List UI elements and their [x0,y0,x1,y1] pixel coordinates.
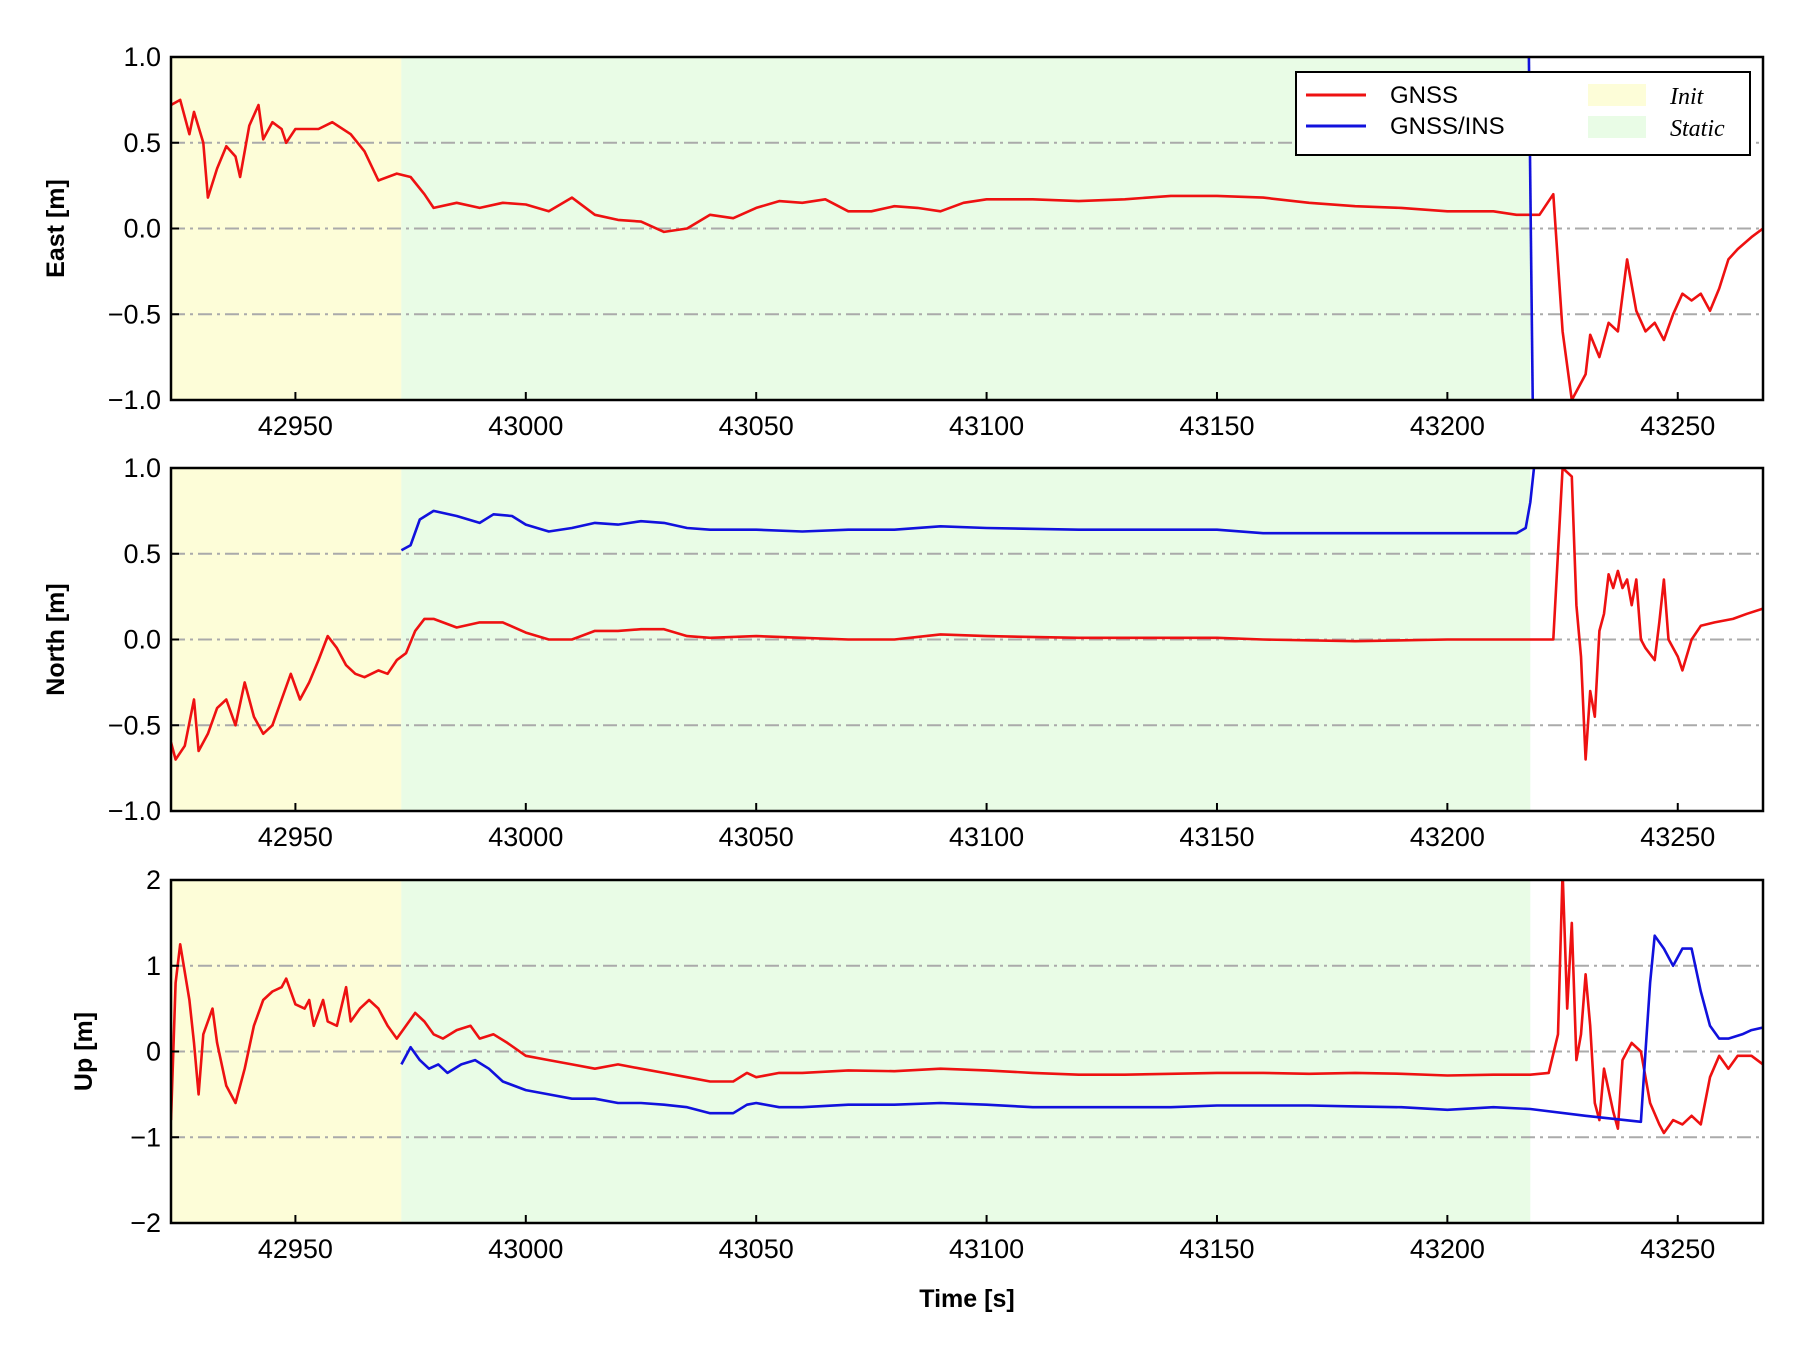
y-tick-label: −1 [130,1122,161,1152]
x-tick-label: 43150 [1179,1234,1254,1264]
y-tick-label: −1.0 [108,796,161,826]
y-tick-label: 0.0 [123,625,161,655]
y-tick-label: 1.0 [123,42,161,72]
x-tick-label: 43250 [1640,411,1715,441]
y-tick-label: 0.5 [123,539,161,569]
x-axis-label: Time [s] [919,1285,1014,1313]
legend-gnss-ins-label: GNSS/INS [1390,113,1505,140]
legend: GNSS GNSS/INS Init Static [1295,71,1751,156]
x-tick-label: 42950 [258,1234,333,1264]
y-tick-label: 2 [146,865,161,895]
x-tick-label: 43050 [719,411,794,441]
legend-init-label: Init [1669,84,1705,110]
x-tick-label: 43100 [949,822,1024,852]
x-tick-label: 43050 [719,822,794,852]
x-tick-label: 43000 [488,411,563,441]
y-tick-label: −2 [130,1208,161,1238]
x-tick-label: 43100 [949,411,1024,441]
x-tick-label: 43250 [1640,822,1715,852]
x-tick-label: 43000 [488,1234,563,1264]
x-tick-label: 43200 [1410,822,1485,852]
x-tick-label: 43150 [1179,411,1254,441]
legend-init-swatch [1588,84,1646,106]
y-tick-label: −0.5 [108,710,161,740]
legend-static-swatch [1588,116,1646,138]
x-tick-label: 43050 [719,1234,794,1264]
y-tick-label: 0 [146,1037,161,1067]
x-tick-label: 43250 [1640,1234,1715,1264]
x-tick-label: 43200 [1410,411,1485,441]
y-tick-label: 0.5 [123,128,161,158]
x-tick-label: 43100 [949,1234,1024,1264]
series-line-gnss [171,468,1763,761]
y-tick-label: −1.0 [108,385,161,415]
y-axis-label: East [m] [42,179,70,278]
x-tick-label: 43150 [1179,822,1254,852]
x-tick-label: 43000 [488,822,563,852]
x-tick-label: 42950 [258,822,333,852]
series-line-gnss-ins [400,468,1536,552]
series-line-gnss [171,98,1763,400]
legend-box [1295,71,1751,156]
series-line-gnss [171,880,1763,1135]
panel-up: −2 −1 0 1 2 42950 43000 43050 43100 43150 43200 432… [70,865,1765,1264]
legend-gnss-label: GNSS [1390,82,1458,109]
y-axis-label: North [m] [42,583,70,695]
y-tick-label: 0.0 [123,214,161,244]
y-tick-label: 1.0 [123,453,161,483]
legend-static-label: Static [1670,116,1725,142]
y-tick-label: −0.5 [108,299,161,329]
series-line-gnss-ins [400,934,1763,1124]
panel-north: −1.0 −0.5 0.0 0.5 1.0 42950 43000 43050 43100 431… [42,453,1765,852]
y-axis-label: Up [m] [70,1012,98,1091]
y-tick-label: 1 [146,951,161,981]
x-tick-label: 43200 [1410,1234,1485,1264]
x-tick-label: 42950 [258,411,333,441]
